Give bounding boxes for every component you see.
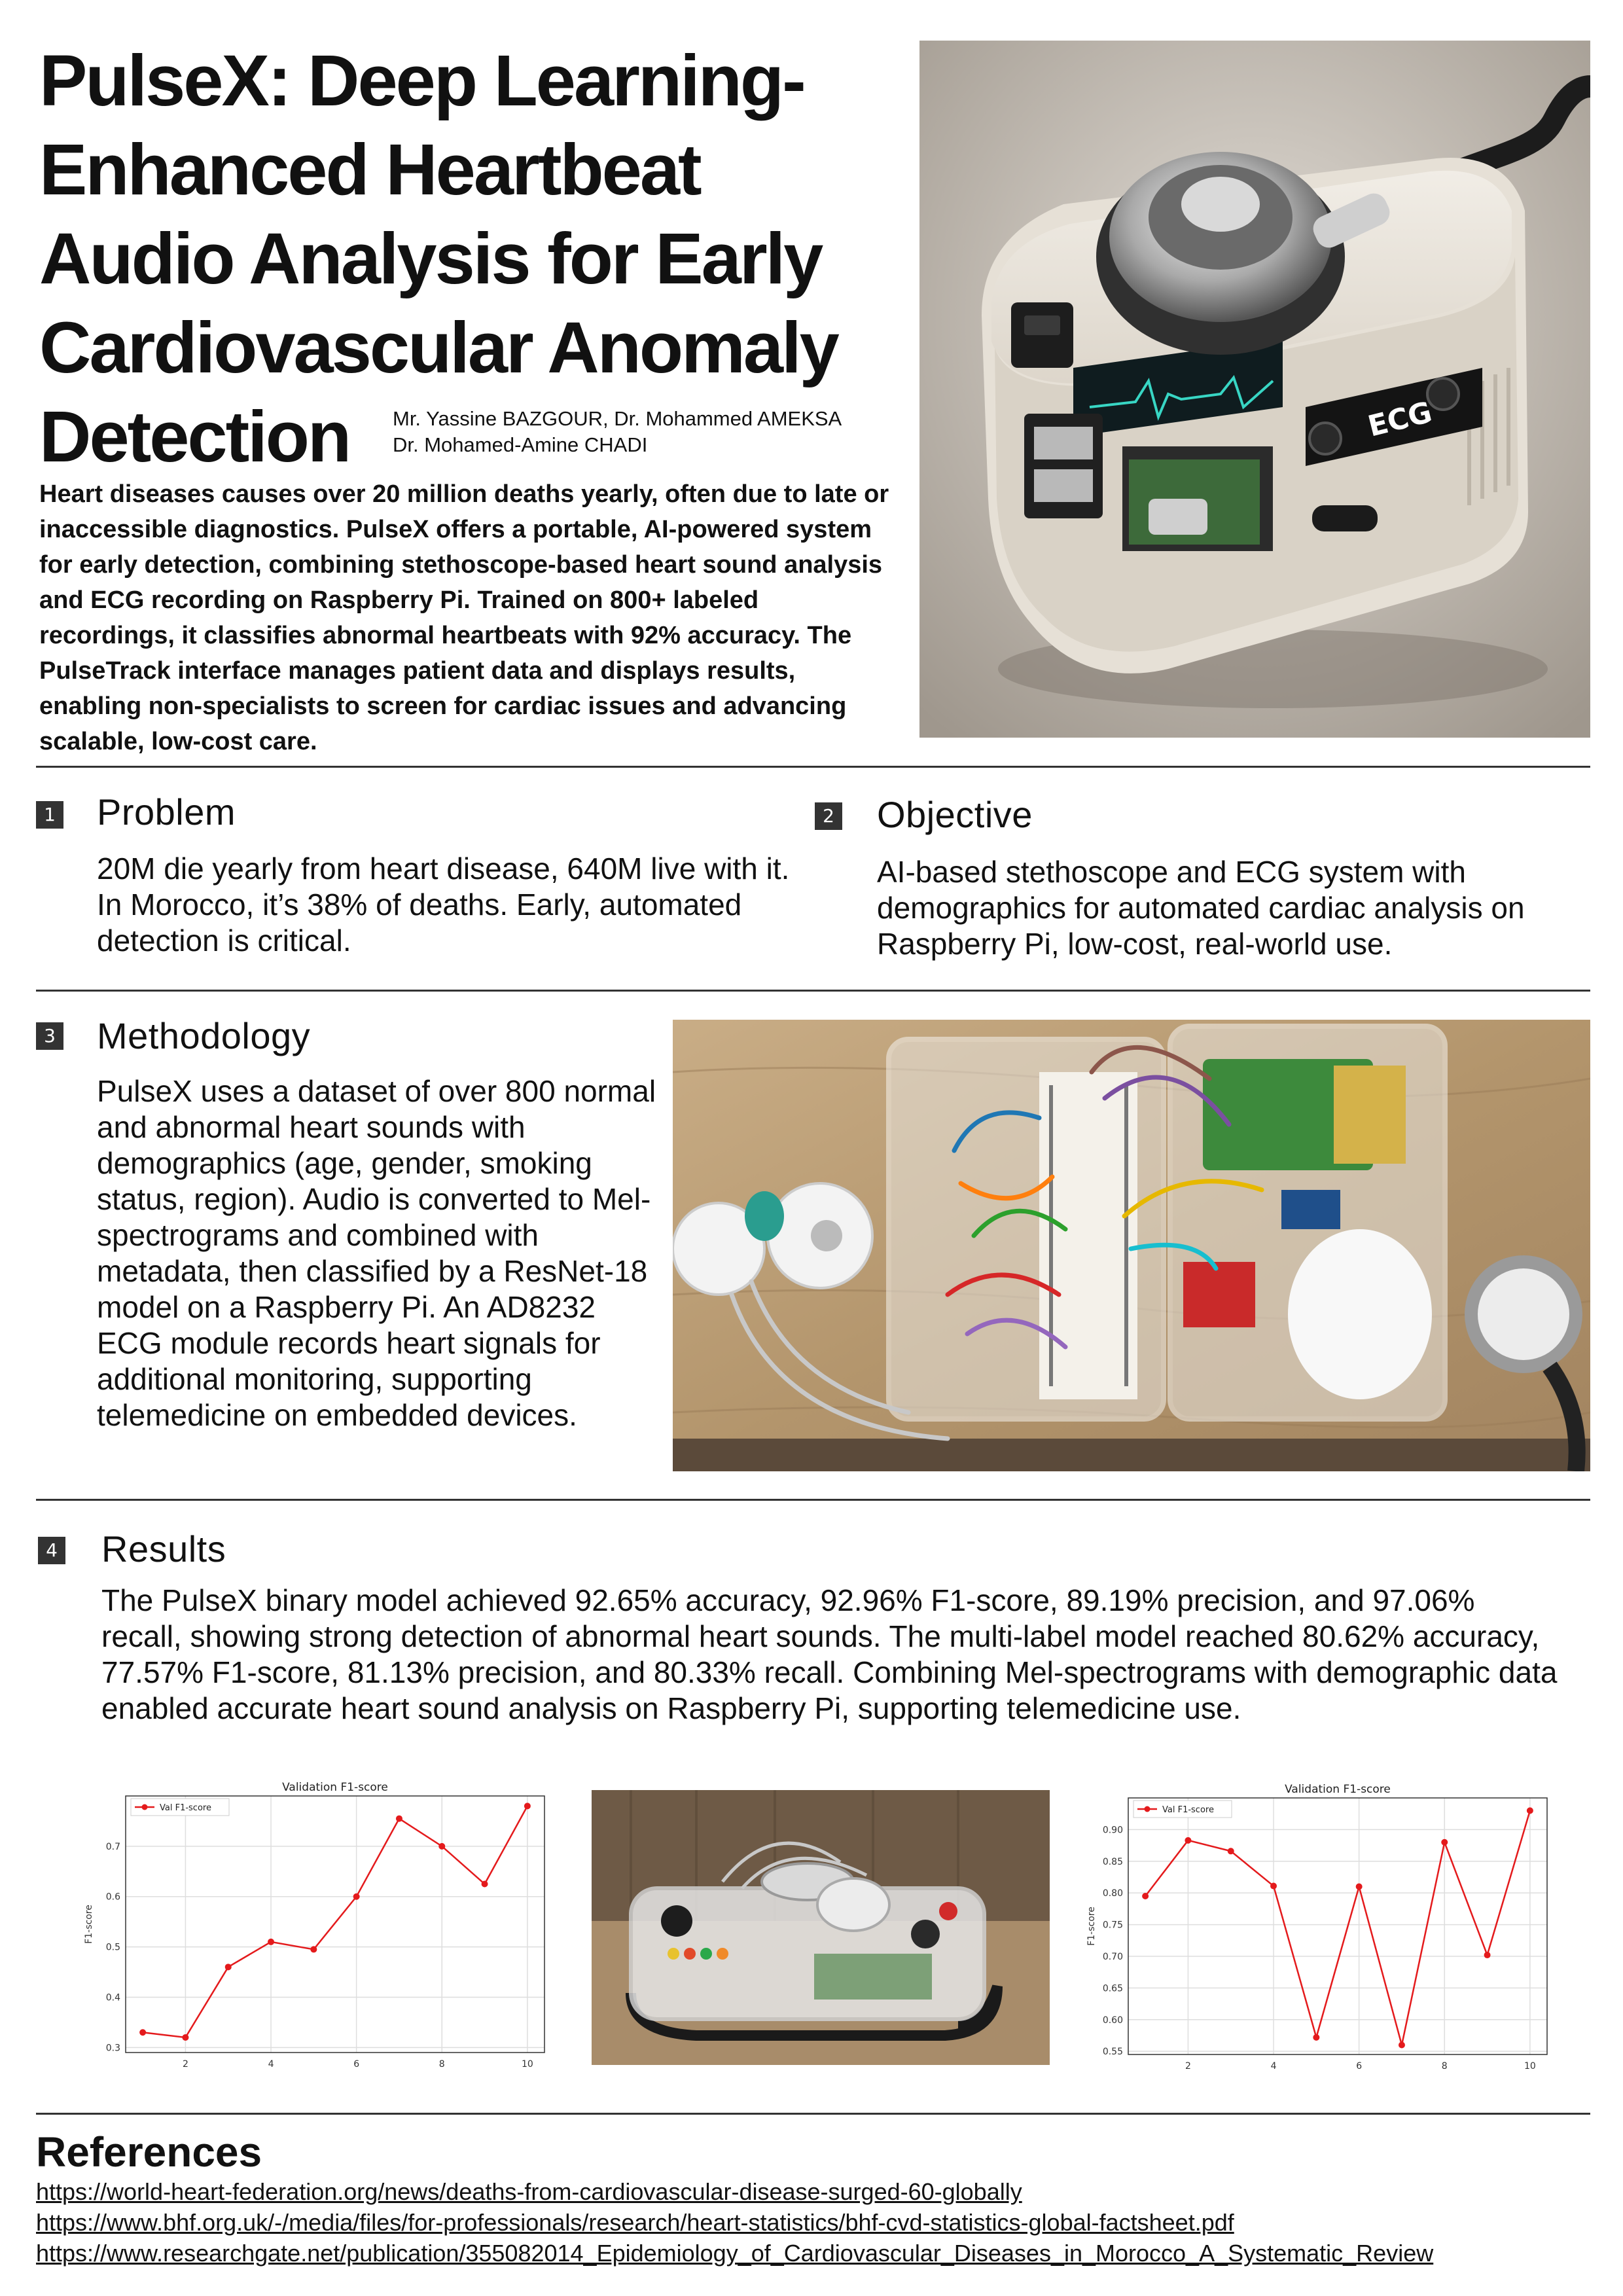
section-title-results: Results xyxy=(101,1528,226,1570)
y-tick-label: 0.3 xyxy=(106,2043,120,2053)
y-tick-label: 0.55 xyxy=(1103,2047,1123,2057)
data-point xyxy=(224,1964,232,1971)
series-line xyxy=(142,1805,528,2039)
data-point xyxy=(1313,2034,1320,2041)
y-tick-label: 0.80 xyxy=(1103,1888,1123,1899)
section-body-problem: 20M die yearly from heart disease, 640M … xyxy=(97,852,790,958)
data-point xyxy=(1270,1882,1277,1890)
legend-label: Val F1-score xyxy=(1162,1805,1214,1815)
plot-frame xyxy=(1128,1797,1548,2055)
section-body-results: The PulseX binary model achieved 92.65% … xyxy=(101,1583,1558,1725)
title-line: PulseX: Deep Learning- xyxy=(39,41,806,121)
x-tick-label: 4 xyxy=(1271,2061,1277,2072)
reference-link[interactable]: https://www.bhf.org.uk/-/media/files/for… xyxy=(36,2209,1234,2236)
reference-link[interactable]: https://www.researchgate.net/publication… xyxy=(36,2240,1434,2267)
section-body-methodology: PulseX uses a dataset of over 800 normal… xyxy=(97,1074,656,1432)
data-point xyxy=(182,2034,189,2041)
y-tick-label: 0.7 xyxy=(106,1842,120,1852)
author-line: Dr. Mohamed-Amine CHADI xyxy=(393,433,648,456)
section-number: 3 xyxy=(36,1022,63,1050)
y-tick-label: 0.70 xyxy=(1103,1952,1123,1962)
prototype-hardware-photo xyxy=(673,1020,1590,1471)
y-tick-label: 0.6 xyxy=(106,1892,120,1903)
y-tick-label: 0.65 xyxy=(1103,1983,1123,1994)
section-divider xyxy=(36,1499,1590,1501)
x-tick-label: 10 xyxy=(1524,2061,1536,2072)
plot-frame xyxy=(125,1795,545,2053)
data-point xyxy=(395,1815,402,1822)
series-line xyxy=(1145,1810,1531,2045)
data-point xyxy=(524,1803,531,1810)
section-title-methodology: Methodology xyxy=(97,1015,311,1056)
data-point xyxy=(1227,1848,1234,1855)
validation-f1-chart-binary: Validation F1-score 0.3 0.4 0.5 0.6 0.7 2 4 6 8 10… xyxy=(84,1781,545,2070)
y-tick-label: 0.4 xyxy=(106,1992,120,2003)
y-tick-label: 0.75 xyxy=(1103,1920,1123,1931)
section-title-problem: Problem xyxy=(97,791,236,833)
y-tick-label: 0.5 xyxy=(106,1943,120,1953)
data-point xyxy=(1484,1952,1491,1959)
section-title-objective: Objective xyxy=(877,794,1033,835)
chart-title: Validation F1-score xyxy=(1285,1783,1391,1796)
data-point xyxy=(1185,1837,1192,1844)
author-list: Mr. Yassine BAZGOUR, Dr. Mohammed AMEKSA… xyxy=(393,406,842,458)
section-number: 1 xyxy=(36,801,63,829)
x-tick-label: 8 xyxy=(439,2059,445,2070)
y-axis-label: F1-score xyxy=(84,1905,94,1944)
data-point xyxy=(1355,1883,1363,1890)
x-tick-label: 6 xyxy=(1356,2061,1362,2072)
section-divider xyxy=(36,766,1590,768)
device-prototype-photo xyxy=(592,1790,1050,2065)
x-tick-label: 2 xyxy=(183,2059,188,2070)
data-point xyxy=(1526,1807,1533,1814)
data-point xyxy=(481,1880,488,1888)
legend-marker xyxy=(141,1804,148,1810)
author-line: Mr. Yassine BAZGOUR, Dr. Mohammed AMEKSA xyxy=(393,407,842,430)
reference-link[interactable]: https://world-heart-federation.org/news/… xyxy=(36,2178,1022,2205)
title-line: Audio Analysis for Early xyxy=(39,219,823,299)
validation-f1-chart-multilabel: Validation F1-score 0.55 0.60 0.65 0.70 0.75 0… xyxy=(1086,1783,1548,2072)
title-line: Detection xyxy=(39,397,351,477)
device-hero-image: ECG xyxy=(919,41,1590,738)
y-tick-label: 0.85 xyxy=(1103,1857,1123,1867)
data-point xyxy=(268,1938,275,1945)
data-point xyxy=(1142,1893,1149,1900)
x-tick-label: 2 xyxy=(1185,2061,1191,2072)
y-tick-label: 0.60 xyxy=(1103,2015,1123,2026)
section-number: 2 xyxy=(815,802,842,830)
x-tick-label: 4 xyxy=(268,2059,274,2070)
title-line: Enhanced Heartbeat xyxy=(39,130,702,210)
data-point xyxy=(1398,2041,1405,2049)
poster-title: PulseX: Deep Learning- Enhanced Heartbea… xyxy=(39,37,890,482)
legend-box xyxy=(1133,1800,1232,1818)
section-body-objective: AI-based stethoscope and ECG system with… xyxy=(877,855,1525,961)
y-tick-label: 0.90 xyxy=(1103,1825,1123,1835)
abstract: Heart diseases causes over 20 million de… xyxy=(39,480,889,755)
section-number: 4 xyxy=(38,1537,65,1564)
data-point xyxy=(310,1946,317,1953)
y-axis-label: F1-score xyxy=(1086,1907,1097,1946)
section-divider xyxy=(36,990,1590,992)
x-tick-label: 8 xyxy=(1442,2061,1448,2072)
title-line: Cardiovascular Anomaly xyxy=(39,308,840,388)
data-point xyxy=(438,1842,446,1850)
section-divider xyxy=(36,2113,1590,2115)
data-point xyxy=(1441,1839,1448,1846)
chart-title: Validation F1-score xyxy=(282,1781,388,1794)
legend-label: Val F1-score xyxy=(160,1803,211,1813)
references-title: References xyxy=(36,2128,262,2176)
x-tick-label: 10 xyxy=(522,2059,533,2070)
x-tick-label: 6 xyxy=(353,2059,359,2070)
data-point xyxy=(353,1893,360,1900)
data-point xyxy=(139,2029,147,2036)
legend-marker xyxy=(1144,1806,1150,1812)
